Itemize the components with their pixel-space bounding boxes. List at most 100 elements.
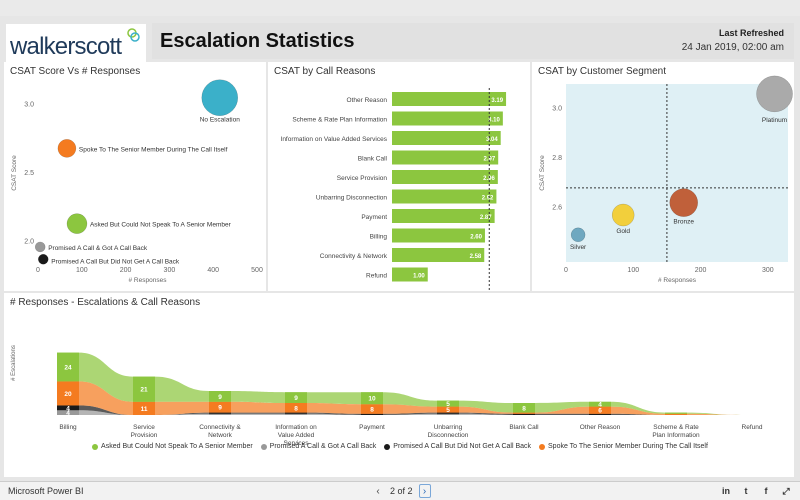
data-label: Promised A Call But Did Not Get A Call B…: [51, 258, 180, 265]
legend-item[interactable]: Promised A Call But Did Not Get A Call B…: [384, 443, 531, 450]
legend-swatch: [384, 443, 391, 450]
data-label: Bronze: [673, 219, 694, 226]
x-tick-label: 200: [695, 267, 707, 274]
panel-title: # Responses - Escalations & Call Reasons: [10, 297, 201, 308]
category-label: Value Added: [278, 432, 315, 439]
data-label: Promised A Call & Got A Call Back: [48, 245, 148, 252]
escalation-ribbon-panel[interactable]: # Responses - Escalations & Call Reasons…: [4, 293, 794, 477]
legend-item[interactable]: Spoke To The Senior Member During The Ca…: [539, 443, 708, 450]
share-bar: in t f ⤢: [720, 485, 792, 497]
csat-by-segment-panel[interactable]: CSAT by Customer Segment 0 100 200 300 2.6 2.…: [532, 62, 794, 291]
segment-bar: [589, 401, 611, 407]
data-label: No Escalation: [200, 117, 240, 124]
data-label: Silver: [570, 244, 587, 251]
y-tick-label: 3.0: [24, 102, 34, 109]
logo-text: walkerscott: [9, 33, 122, 60]
segment-value-label: 9: [294, 395, 298, 402]
bar: [392, 92, 507, 106]
segment-bar: [513, 413, 535, 415]
segment-value-label: 8: [294, 405, 298, 412]
plot-area-bg: [566, 84, 788, 262]
category-label: Services: [284, 440, 310, 447]
data-point: [570, 227, 586, 243]
bar-value-label: 2.58: [470, 254, 482, 260]
data-point: [38, 254, 49, 265]
bar-value-label: 3.19: [491, 98, 503, 104]
ribbon-band: [57, 352, 763, 415]
segment-bar: [285, 413, 307, 415]
linkedin-icon[interactable]: in: [722, 486, 730, 496]
segment-bar: [437, 406, 459, 413]
segment-value-label: 5: [446, 407, 450, 414]
data-point: [201, 79, 239, 116]
x-tick-label: 300: [164, 267, 176, 274]
segment-bar: [209, 391, 231, 402]
category-label: Billing: [370, 234, 388, 241]
segment-bar: [133, 376, 155, 402]
category-label: Other Reason: [580, 424, 621, 431]
category-label: Other Reason: [347, 97, 388, 104]
category-label: Unbarring: [434, 424, 463, 431]
segment-value-label: 9: [218, 405, 222, 412]
bar: [392, 189, 497, 204]
legend-item[interactable]: Promised A Call & Got A Call Back: [260, 443, 376, 450]
x-tick-label: 0: [36, 267, 40, 274]
category-label: Connectivity &: [199, 424, 241, 431]
csat-by-reason-panel[interactable]: CSAT by Call Reasons Other Reason 3.19 Sch…: [268, 62, 530, 291]
y-tick-label: 3.0: [552, 106, 562, 113]
legend-label: Asked But Could Not Speak To A Senior Me…: [101, 443, 253, 450]
category-label: Information on Value Added Services: [281, 136, 388, 143]
bar: [392, 248, 485, 262]
segment-bar: [361, 404, 383, 414]
segment-bar: [437, 412, 459, 414]
category-label: Service: [133, 424, 155, 431]
data-point: [57, 139, 77, 158]
x-tick-label: 200: [120, 267, 132, 274]
segment-bar: [665, 412, 687, 414]
segment-bar: [57, 352, 79, 382]
segment-bar: [513, 412, 535, 414]
brand-text[interactable]: Microsoft Power BI: [8, 486, 84, 496]
prev-page-button[interactable]: ‹: [376, 485, 380, 497]
y-tick-label: 2.0: [24, 238, 34, 245]
bar-value-label: 3.10: [488, 118, 500, 124]
fullscreen-icon[interactable]: ⤢: [782, 485, 790, 496]
segment-bar: [57, 410, 79, 415]
refresh-date: 24 Jan 2019, 02:00 am: [681, 42, 784, 53]
segment-bar: [285, 392, 307, 403]
category-label: Blank Call: [358, 156, 388, 163]
facebook-icon[interactable]: f: [764, 486, 768, 496]
category-label: Service Provision: [337, 175, 388, 182]
segment-bar: [665, 413, 687, 415]
title-bar: Escalation Statistics Last Refreshed 24 …: [152, 23, 794, 59]
csat-by-segment-chart: 0 100 200 300 2.6 2.8 3.0 # Responses CSAT Score…: [539, 75, 793, 284]
segment-value-label: 4: [66, 405, 70, 412]
csat-vs-responses-panel[interactable]: CSAT Score Vs # Responses 0 100 200 300 400 5…: [4, 62, 266, 291]
category-label: Unbarring Disconnection: [316, 195, 388, 202]
segment-value-label: 9: [218, 394, 222, 401]
segment-bar: [513, 403, 535, 413]
data-label: Spoke To The Senior Member During The Ca…: [79, 146, 228, 153]
escalation-ribbon-chart: 442024Billing1121ServiceProvision99Conne…: [11, 345, 763, 447]
browser-frame: [0, 0, 800, 16]
segment-bar: [57, 405, 79, 411]
bar: [392, 228, 485, 243]
category-label: Scheme & Rate Plan Information: [292, 117, 387, 124]
category-label: Network: [208, 432, 233, 439]
category-label: Plan Information: [652, 432, 700, 439]
bar: [392, 267, 428, 282]
bar-value-label: 2.87: [480, 215, 492, 221]
next-page-button[interactable]: ›: [418, 484, 431, 498]
twitter-icon[interactable]: t: [744, 486, 748, 496]
legend-item[interactable]: Asked But Could Not Speak To A Senior Me…: [92, 443, 253, 450]
ribbon-band: [57, 405, 763, 415]
csat-by-reason-chart: Other Reason 3.19 Scheme & Rate Plan Infor…: [281, 88, 507, 291]
category-label: Payment: [359, 424, 385, 431]
segment-value-label: 11: [141, 406, 148, 413]
segment-bar: [437, 413, 459, 415]
csat-vs-responses-chart: 0 100 200 300 400 500 2.0 2.5 3.0 # Responses CSAT…: [11, 79, 263, 284]
segment-value-label: 8: [370, 407, 374, 414]
segment-bar: [361, 392, 383, 405]
bar-value-label: 2.60: [470, 235, 482, 241]
y-axis-label: CSAT Score: [11, 155, 18, 191]
